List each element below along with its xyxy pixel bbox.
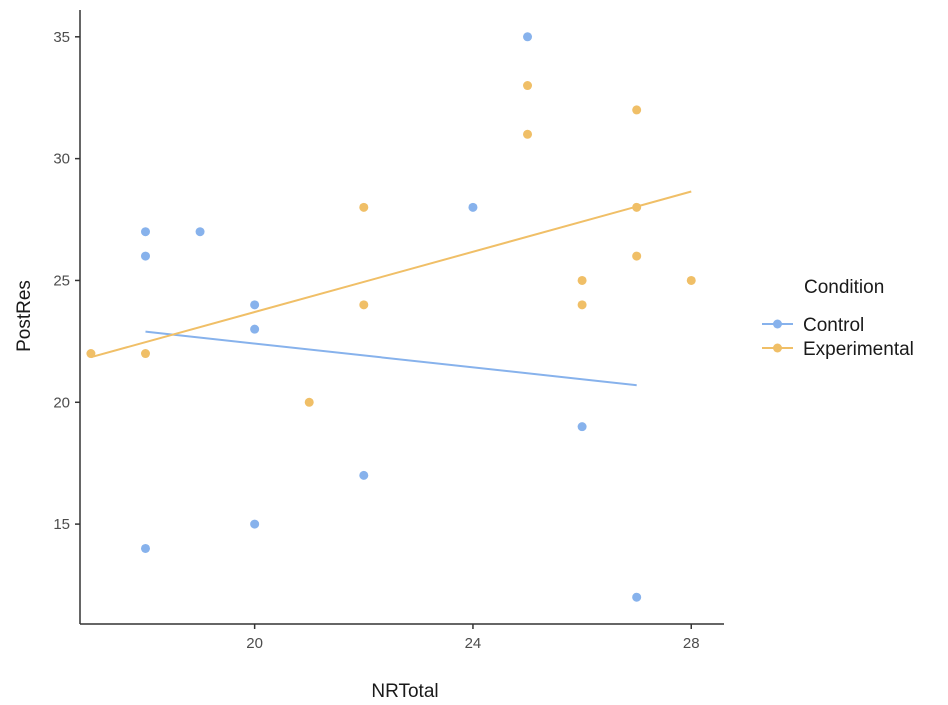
x-axis-title: NRTotal xyxy=(371,681,438,702)
y-axis-title: PostRes xyxy=(14,280,35,352)
point-control xyxy=(523,32,533,42)
y-tick-label: 20 xyxy=(53,394,70,411)
point-experimental xyxy=(632,251,642,261)
point-experimental xyxy=(523,81,533,91)
y-tick-label: 25 xyxy=(53,272,70,289)
legend-label: Experimental xyxy=(803,339,914,360)
data-points xyxy=(86,32,696,602)
fit-line-experimental xyxy=(90,190,692,359)
y-tick-label: 15 xyxy=(53,516,70,533)
y-tick-label: 35 xyxy=(53,29,70,46)
legend: Condition Control Experimental xyxy=(762,277,914,360)
axes xyxy=(79,10,724,625)
point-experimental xyxy=(359,202,369,212)
point-experimental xyxy=(577,275,587,285)
point-control xyxy=(468,202,478,212)
legend-item-control: Control xyxy=(762,315,864,336)
point-control xyxy=(140,251,150,261)
regression-lines xyxy=(90,190,692,387)
x-tick-label: 24 xyxy=(465,635,482,652)
legend-title: Condition xyxy=(804,277,884,298)
point-control xyxy=(359,470,369,480)
point-control xyxy=(250,324,260,334)
point-control xyxy=(632,592,642,602)
legend-key-point xyxy=(773,319,782,329)
legend-item-experimental: Experimental xyxy=(762,339,914,360)
point-control xyxy=(577,422,587,432)
point-control xyxy=(250,519,260,529)
legend-key-point xyxy=(773,343,782,353)
point-control xyxy=(140,227,150,237)
y-tick-label: 30 xyxy=(53,151,70,168)
fit-line-control xyxy=(145,330,637,387)
point-control xyxy=(250,300,260,310)
point-experimental xyxy=(86,349,96,359)
point-control xyxy=(195,227,205,237)
point-experimental xyxy=(632,105,642,115)
legend-items: Control Experimental xyxy=(762,315,914,360)
point-experimental xyxy=(577,300,587,310)
x-tick-label: 28 xyxy=(683,635,700,652)
point-experimental xyxy=(523,129,533,139)
x-tick-label: 20 xyxy=(246,635,263,652)
point-experimental xyxy=(632,202,642,212)
point-control xyxy=(140,543,150,553)
legend-label: Control xyxy=(803,315,864,336)
point-experimental xyxy=(359,300,369,310)
axis-ticks: 20 24 28 15 20 25 30 35 xyxy=(53,29,699,652)
point-experimental xyxy=(140,349,150,359)
point-experimental xyxy=(304,397,314,407)
point-experimental xyxy=(686,275,696,285)
